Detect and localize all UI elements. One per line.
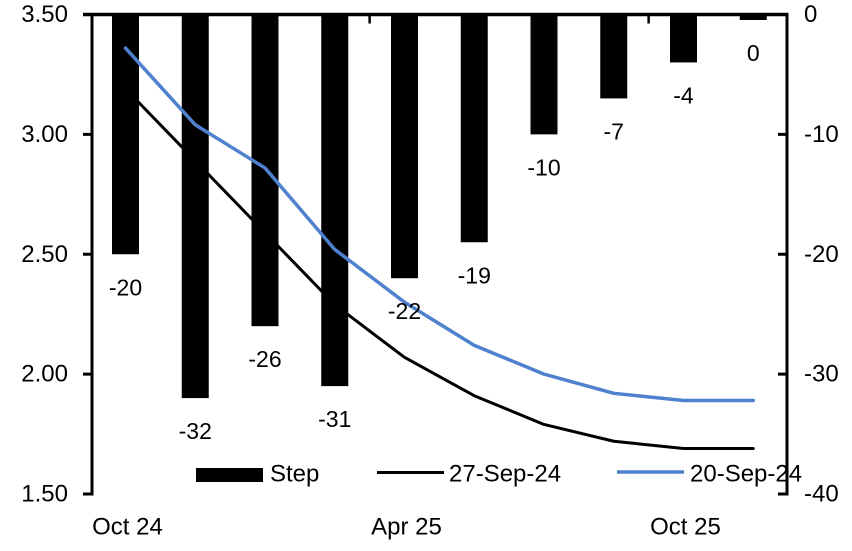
step-bar xyxy=(460,16,488,243)
legend: Step 27-Sep-24 20-Sep-24 xyxy=(196,461,802,488)
legend-step-swatch xyxy=(196,468,263,482)
step-bar xyxy=(391,16,418,279)
left-axis-tick-label: 1.50 xyxy=(21,481,68,508)
axes-layer xyxy=(83,12,789,496)
step-bar-value-label: -22 xyxy=(388,298,421,324)
right-axis-tick-label: -40 xyxy=(804,481,839,508)
step-bar xyxy=(739,16,767,20)
x-axis-label: Apr 25 xyxy=(371,514,442,541)
step-bar xyxy=(181,16,209,399)
step-bar xyxy=(530,16,558,135)
labels-layer: 3.503.002.502.001.500-10-20-30-40-20-32-… xyxy=(21,1,838,541)
series-line-20-sep-24 xyxy=(123,46,755,403)
legend-20sep-label: 20-Sep-24 xyxy=(690,461,802,488)
step-bar xyxy=(670,16,697,63)
step-bar-value-label: -31 xyxy=(318,406,351,432)
x-axis-label: Oct 25 xyxy=(650,514,721,541)
step-bar-value-label: -20 xyxy=(109,274,142,300)
step-bars-layer xyxy=(112,16,767,399)
left-axis-tick-label: 3.50 xyxy=(21,1,68,28)
step-bar-value-label: -10 xyxy=(527,154,560,180)
right-axis-tick-label: -10 xyxy=(804,121,839,148)
legend-step-label: Step xyxy=(270,461,319,488)
step-bar xyxy=(321,16,349,387)
right-axis-tick-label: 0 xyxy=(804,1,817,28)
rate-lines-layer xyxy=(123,46,755,450)
step-bar xyxy=(251,16,279,327)
left-axis-tick-label: 2.00 xyxy=(21,361,68,388)
left-axis-tick-label: 3.00 xyxy=(21,121,68,148)
step-bar-value-label: -32 xyxy=(179,418,212,444)
x-axis-label: Oct 24 xyxy=(92,514,163,541)
step-bar-value-label: -7 xyxy=(604,118,624,144)
step-bar-value-label: 0 xyxy=(747,40,760,66)
step-bar-value-label: -4 xyxy=(673,82,694,108)
step-bar-value-label: -19 xyxy=(458,262,491,288)
right-axis-tick-label: -30 xyxy=(804,361,839,388)
step-bar-value-label: -26 xyxy=(248,346,281,372)
left-axis-tick-label: 2.50 xyxy=(21,241,68,268)
step-bar xyxy=(600,16,628,99)
right-axis-tick-label: -20 xyxy=(804,241,839,268)
legend-27sep-label: 27-Sep-24 xyxy=(449,461,561,488)
step-bar xyxy=(112,16,139,255)
series-line-27-sep-24 xyxy=(124,87,755,450)
